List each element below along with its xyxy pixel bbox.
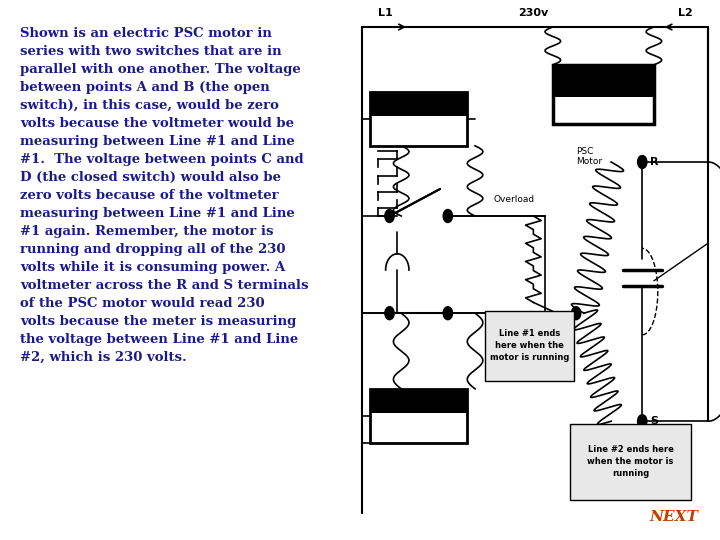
Text: Shown is an electric PSC motor in
series with two switches that are in
parallel : Shown is an electric PSC motor in series…: [20, 27, 308, 364]
Text: PSC
Motor: PSC Motor: [576, 147, 602, 166]
Text: NEXT: NEXT: [649, 510, 698, 524]
Text: R: R: [649, 157, 658, 167]
FancyBboxPatch shape: [370, 92, 467, 146]
Text: 230v: 230v: [518, 9, 549, 18]
Circle shape: [572, 307, 581, 320]
Bar: [370, 92, 467, 116]
Text: 0v: 0v: [410, 126, 427, 139]
Text: Line #1 ends
here when the
motor is running: Line #1 ends here when the motor is runn…: [490, 329, 570, 362]
FancyBboxPatch shape: [553, 65, 654, 124]
Circle shape: [444, 210, 452, 222]
Text: 0v: 0v: [410, 423, 427, 436]
Text: C: C: [564, 319, 572, 329]
Text: L1: L1: [378, 9, 393, 18]
Circle shape: [638, 415, 647, 428]
Circle shape: [444, 307, 452, 320]
Circle shape: [638, 156, 647, 168]
FancyBboxPatch shape: [570, 424, 691, 500]
Circle shape: [385, 307, 394, 320]
Circle shape: [385, 210, 394, 222]
Text: S: S: [650, 416, 658, 426]
FancyBboxPatch shape: [370, 389, 467, 443]
Text: Line #2 ends here
when the motor is
running: Line #2 ends here when the motor is runn…: [588, 446, 674, 478]
Text: L2: L2: [678, 9, 693, 18]
Bar: [553, 65, 654, 97]
FancyBboxPatch shape: [485, 310, 575, 381]
Text: Overload: Overload: [493, 195, 534, 204]
Bar: [370, 389, 467, 413]
Text: 230v: 230v: [585, 106, 622, 120]
